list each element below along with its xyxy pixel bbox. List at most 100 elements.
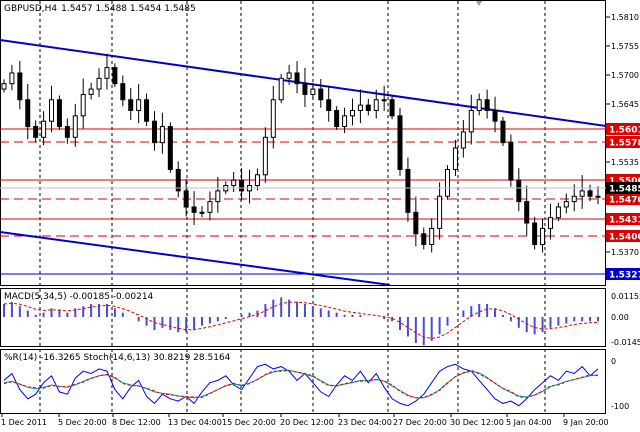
price-tick-label: 1.5755 [611, 42, 639, 51]
stoch-signal-dashed-line [3, 369, 599, 399]
bear-candle [17, 72, 23, 101]
price-tick-label: 1.5535 [611, 158, 639, 167]
stoch-signal-line [3, 369, 599, 399]
bear-candle [25, 99, 31, 128]
macd-label: MACD(5,34,5) -0.00185 -0.00214 [4, 292, 154, 302]
bull-candle [104, 67, 110, 79]
bear-candle [397, 115, 403, 170]
time-tick-label: 27 Dec 20:00 [393, 418, 447, 427]
bull-candle [1, 83, 7, 90]
time-tick-label: 13 Dec 04:00 [168, 418, 222, 427]
level-price-label: 1.5578 [609, 139, 640, 149]
time-axis: 1 Dec 2011 5 Dec 20:00 8 Dec 12:00 13 Dec 0… [1, 414, 609, 427]
time-tick-label: 23 Dec 04:00 [338, 418, 392, 427]
bear-candle [532, 222, 538, 245]
level-price-label: 1.5506 [609, 177, 640, 187]
level-price-label: 1.5400 [609, 233, 640, 243]
bear-candle [516, 179, 522, 203]
level-price-label: 1.5470 [609, 196, 640, 206]
bull-candle [342, 115, 348, 128]
time-tick-label: 5 Jan 04:00 [506, 418, 552, 427]
bull-candle [540, 227, 546, 245]
bull-candle [460, 131, 466, 149]
bull-candle [49, 99, 55, 122]
bull-candle [41, 120, 47, 138]
bull-candle [349, 109, 355, 117]
bear-candle [421, 233, 427, 245]
bull-candle [357, 104, 363, 111]
bull-candle [310, 88, 316, 95]
bull-candle [563, 201, 569, 208]
price-levels [0, 128, 606, 275]
price-tick-label: 1.5370 [611, 248, 639, 257]
macd-tick-label: 0.01155 [611, 292, 640, 301]
bear-candle [365, 104, 371, 111]
bull-candle [231, 179, 237, 187]
main-panel-frame [0, 0, 606, 286]
macd-histogram [3, 297, 599, 346]
current-price-label: 1.5485 [609, 185, 640, 195]
bear-candle [128, 99, 134, 111]
bull-candle [547, 217, 553, 229]
bull-candle [88, 88, 94, 95]
time-tick-label: 9 Jan 20:00 [563, 418, 609, 427]
bull-candle [468, 109, 474, 133]
bear-candle [484, 99, 490, 111]
bear-candle [56, 99, 62, 128]
price-axis: 1.5810 1.5755 1.5700 1.5645 1.5535 1.5370 [606, 13, 639, 257]
price-tick-label: 1.5810 [611, 13, 639, 22]
bear-candle [239, 179, 245, 192]
bull-candle [215, 190, 221, 203]
bull-candle [207, 201, 213, 213]
bear-candle [492, 109, 498, 122]
bull-candle [476, 99, 482, 111]
bear-candle [334, 109, 340, 128]
time-tick-label: 20 Dec 12:00 [280, 418, 334, 427]
bear-candle [389, 99, 395, 117]
bear-candle [405, 168, 411, 213]
bear-candle [587, 190, 593, 197]
bear-candle [413, 211, 419, 235]
stoch-axis: 0 -100 [611, 357, 629, 411]
bull-candle [286, 72, 292, 79]
bull-candle [452, 147, 458, 170]
macd-axis: 0.01155 0.00 -0.01454 [611, 292, 640, 347]
price-tick-label: 1.5700 [611, 71, 639, 80]
stoch-tick-label: -100 [611, 402, 629, 411]
bull-candle [9, 72, 15, 85]
channel-upper-line[interactable] [0, 39, 607, 127]
bull-candle [254, 174, 260, 187]
bull-candle [437, 195, 443, 229]
time-tick-label: 30 Dec 12:00 [450, 418, 504, 427]
bull-candle [373, 99, 379, 111]
channel-lower-line[interactable] [0, 231, 391, 286]
chart-shift-marker-icon[interactable] [476, 1, 482, 6]
stoch-tick-label: 0 [611, 357, 616, 366]
candlesticks [1, 53, 601, 253]
level-price-label: 1.5327 [609, 271, 640, 281]
bull-candle [445, 168, 451, 197]
bull-candle [381, 99, 387, 102]
level-price-tag [606, 193, 640, 205]
bear-candle [33, 126, 39, 138]
bear-candle [508, 142, 514, 181]
bear-candle [175, 168, 181, 192]
time-tick-label: 1 Dec 2011 [1, 418, 47, 427]
macd-tick-label: -0.01454 [611, 338, 640, 347]
current-price-tag [606, 182, 640, 194]
macd-tick-label: 0.00 [611, 313, 629, 322]
macd-panel-frame [0, 288, 606, 347]
symbol-header: GBPUSD,H4 1.5457 1.5488 1.5454 1.5485 [4, 4, 196, 14]
bear-candle [167, 126, 173, 170]
bear-candle [120, 83, 126, 101]
time-tick-label: 15 Dec 20:00 [222, 418, 276, 427]
price-tick-label: 1.5645 [611, 100, 639, 109]
bear-candle [500, 120, 506, 144]
time-tick-label: 5 Dec 20:00 [58, 418, 107, 427]
bull-candle [571, 195, 577, 203]
bull-candle [96, 77, 102, 90]
